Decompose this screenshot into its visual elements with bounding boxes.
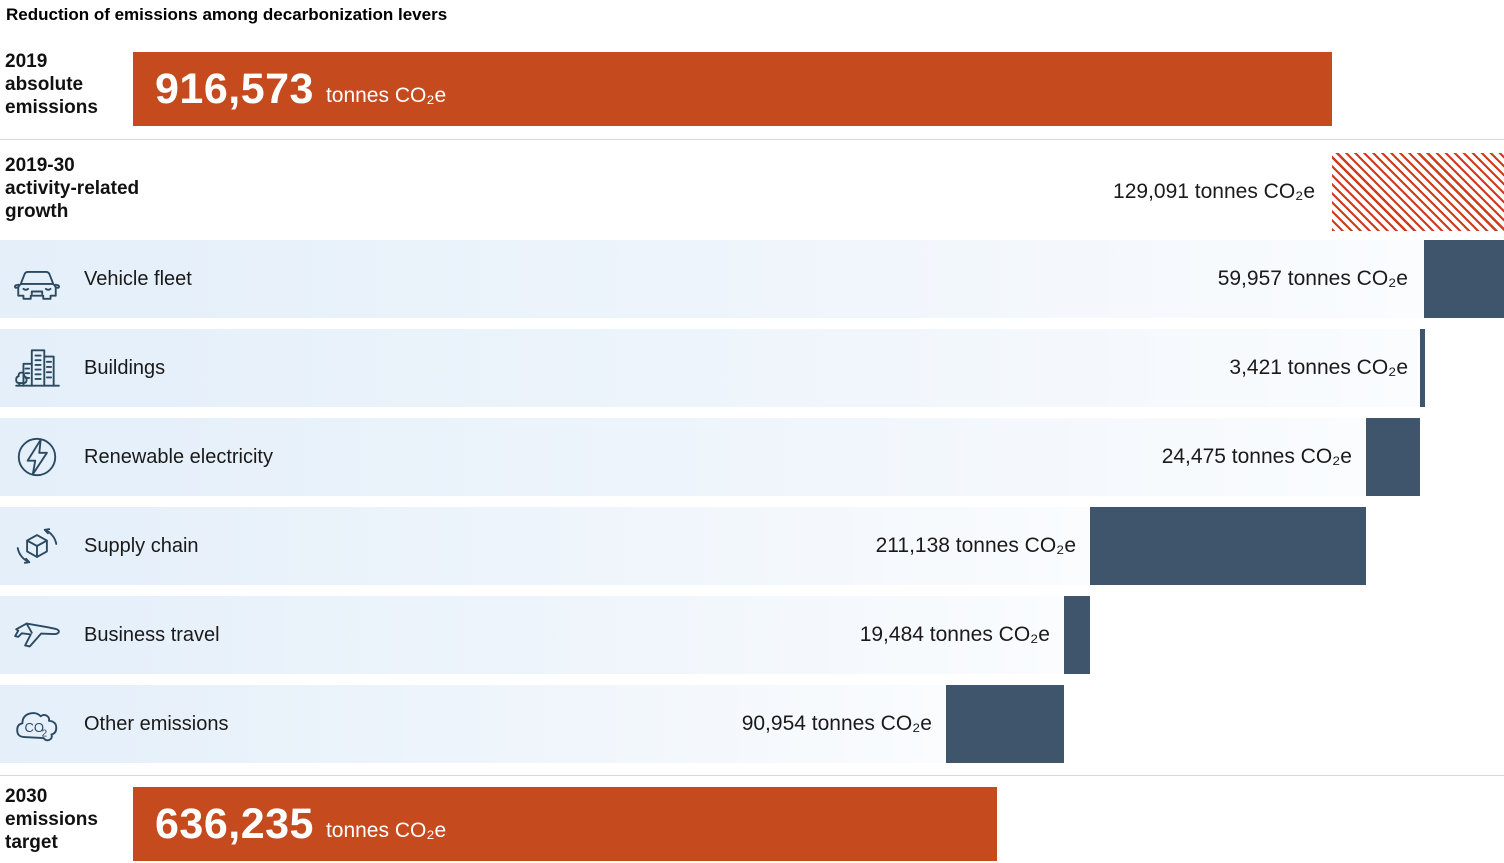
row-bg — [0, 596, 1064, 674]
bar-2030-emissions-target: 636,235 tonnes CO₂e — [133, 787, 997, 861]
lever-value: 90,954 tonnes CO₂e — [741, 712, 932, 735]
lever-value: 3,421 tonnes CO₂e — [1229, 356, 1408, 379]
value-2030-target: 636,235 — [155, 799, 314, 848]
lever-value: 24,475 tonnes CO₂e — [1161, 445, 1352, 468]
row-vehicle-fleet: Vehicle fleet 59,957 tonnes CO₂e — [0, 240, 1504, 318]
unit-2019-absolute: tonnes CO₂e — [325, 84, 447, 107]
lever-value: 211,138 tonnes CO₂e — [875, 534, 1076, 557]
bar-activity-growth-hatched — [1332, 153, 1504, 231]
car-icon — [12, 254, 62, 304]
lever-value: 19,484 tonnes CO₂e — [859, 623, 1050, 646]
row-bg — [0, 418, 1366, 496]
lever-label: Buildings — [84, 356, 166, 379]
row-activity-growth: 2019-30 activity-related growth 129,091 … — [0, 153, 1504, 231]
lever-bar — [1424, 240, 1504, 318]
lever-bar — [1420, 329, 1425, 407]
row-business-travel: Business travel 19,484 tonnes CO₂e — [0, 596, 1504, 674]
row-renewable-electricity: Renewable electricity 24,475 tonnes CO₂e — [0, 418, 1504, 496]
svg-text:2: 2 — [42, 729, 48, 740]
row-bg — [0, 685, 946, 763]
lightning-icon — [12, 432, 62, 482]
label-activity-growth: 2019-30 activity-related growth — [5, 155, 140, 222]
row-bg — [0, 329, 1420, 407]
lever-bar — [946, 685, 1064, 763]
lever-value: 59,957 tonnes CO₂e — [1217, 267, 1408, 290]
supply-chain-icon — [12, 521, 62, 571]
lever-bar — [1090, 507, 1366, 585]
row-supply-chain: Supply chain 211,138 tonnes CO₂e — [0, 507, 1504, 585]
buildings-icon — [12, 343, 62, 393]
row-buildings: Buildings 3,421 tonnes CO₂e — [0, 329, 1504, 407]
row-other-emissions: CO 2 Other emissions 90,954 tonnes CO₂e — [0, 685, 1504, 763]
lever-label: Renewable electricity — [84, 445, 273, 468]
lever-label: Supply chain — [84, 534, 199, 557]
lever-bar — [1366, 418, 1420, 496]
row-bg — [0, 507, 1090, 585]
row-bg — [0, 240, 1424, 318]
separator-top — [0, 139, 1504, 140]
unit-2030-target: tonnes CO₂e — [325, 819, 447, 842]
chart-title: Reduction of emissions among decarboniza… — [6, 5, 448, 24]
separator-bottom — [0, 775, 1504, 776]
label-2030-emissions-target: 2030 emissions target — [5, 786, 98, 853]
plane-icon — [12, 610, 62, 660]
value-activity-growth: 129,091 tonnes CO₂e — [1113, 180, 1315, 203]
bar-2019-absolute-emissions: 916,573 tonnes CO₂e — [133, 52, 1332, 126]
svg-text:CO: CO — [25, 720, 45, 735]
lever-label: Business travel — [84, 623, 220, 646]
value-2019-absolute: 916,573 — [155, 64, 314, 113]
lever-label: Vehicle fleet — [84, 267, 192, 290]
lever-bar — [1064, 596, 1090, 674]
co2-cloud-icon: CO 2 — [12, 699, 62, 749]
lever-label: Other emissions — [84, 712, 229, 735]
label-2019-absolute-emissions: 2019 absolute emissions — [5, 51, 98, 118]
